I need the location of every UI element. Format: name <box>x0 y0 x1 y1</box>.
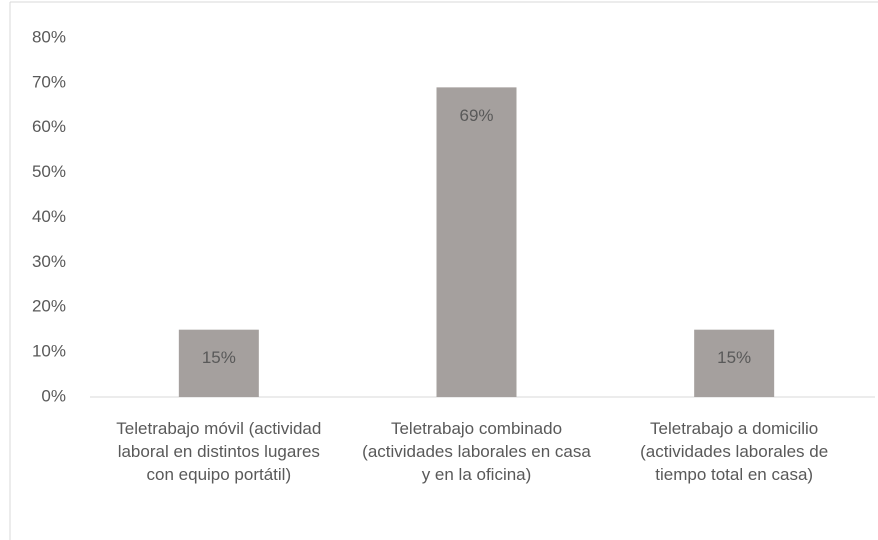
x-tick-label: Teletrabajo a domicilio (actividades lab… <box>640 419 829 484</box>
bar <box>178 329 259 397</box>
y-tick-label: 10% <box>32 342 66 361</box>
x-tick-label: Teletrabajo móvil (actividad laboral en … <box>116 419 322 484</box>
y-tick-label: 60% <box>32 117 66 136</box>
bar <box>694 329 775 397</box>
y-tick-label: 80% <box>32 27 66 46</box>
y-tick-label: 20% <box>32 297 66 316</box>
bar <box>436 87 517 398</box>
data-label: 15% <box>717 348 751 367</box>
y-tick-label: 30% <box>32 252 66 271</box>
y-tick-label: 50% <box>32 162 66 181</box>
data-label: 69% <box>459 106 493 125</box>
y-tick-label: 40% <box>32 207 66 226</box>
y-tick-label: 0% <box>41 386 66 405</box>
y-tick-label: 70% <box>32 72 66 91</box>
data-label: 15% <box>202 348 236 367</box>
x-tick-label: Teletrabajo combinado (actividades labor… <box>362 419 591 484</box>
